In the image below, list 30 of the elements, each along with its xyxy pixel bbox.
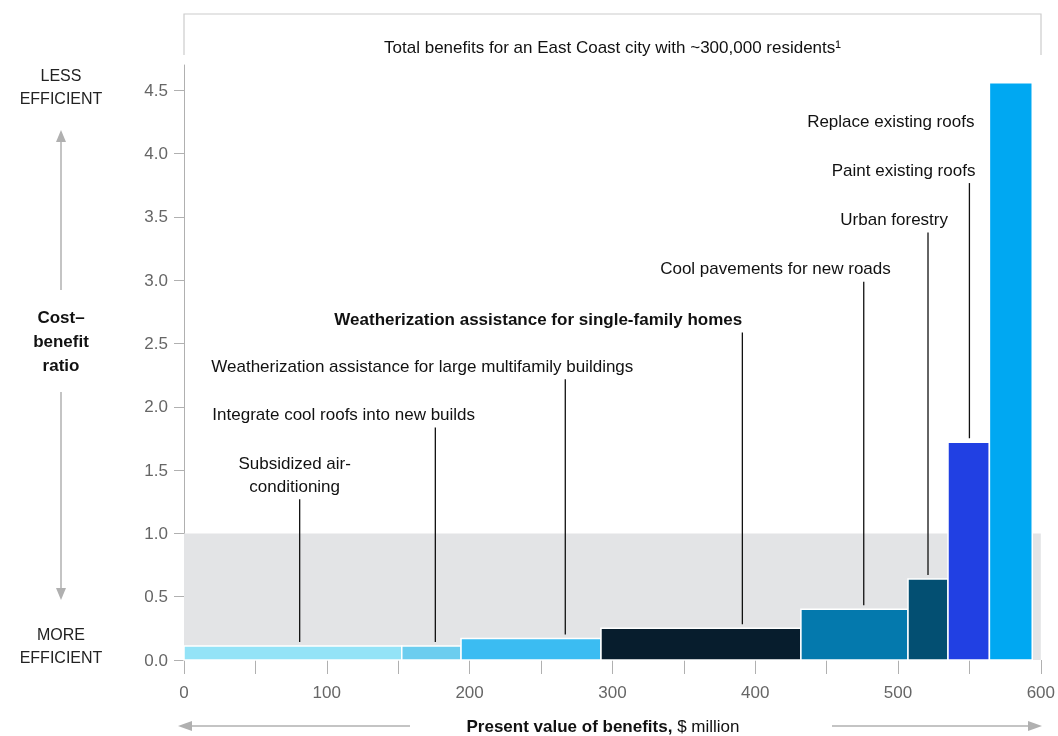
y-tick-label: 0.5 [144,587,168,607]
y-tick-label: 1.5 [144,460,168,480]
annotation: Weatherization assistance for large multifamily buildings [211,356,634,376]
x-tick-label: 500 [883,683,913,702]
annotation: Subsidized air-conditioning [238,454,351,497]
x-axis-title: Present value of benefits, $ million [466,716,740,736]
annotation: Cool pavements for new roads [660,259,891,279]
text: LESS EFFICIENT [19,67,103,107]
chart-title: Total benefits for an East Coast city with ~300,000 residents¹ [384,37,842,57]
y-tick-label: 3.5 [144,207,168,227]
y-tick-label: 1.0 [144,523,168,543]
text: MORE EFFICIENT [19,626,103,666]
annotation: Weatherization assistance for single-family homes [334,309,743,329]
annotation: Paint existing roofs [831,160,976,180]
y-tick-label: 4.5 [144,80,168,100]
annotation: Urban forestry [840,209,949,229]
x-tick-label: 0 [179,683,189,702]
y-tick-label: 4.0 [144,144,168,164]
annotation: Replace existing roofs [807,112,975,132]
y-tick-label: 3.0 [144,270,168,290]
x-tick-label: 200 [455,683,484,702]
y-tick-label: 0.0 [144,650,168,670]
y-tick-label: 2.5 [144,334,168,354]
x-tick-label: 400 [741,683,770,702]
y-axis-title: Cost–benefit ratio [33,307,90,375]
x-tick-label: 300 [598,683,627,702]
y-tick-label: 2.0 [144,397,168,417]
x-tick-label: 600 [1026,683,1056,702]
x-tick-label: 100 [312,683,341,702]
annotation: Integrate cool roofs into new builds [212,404,476,424]
